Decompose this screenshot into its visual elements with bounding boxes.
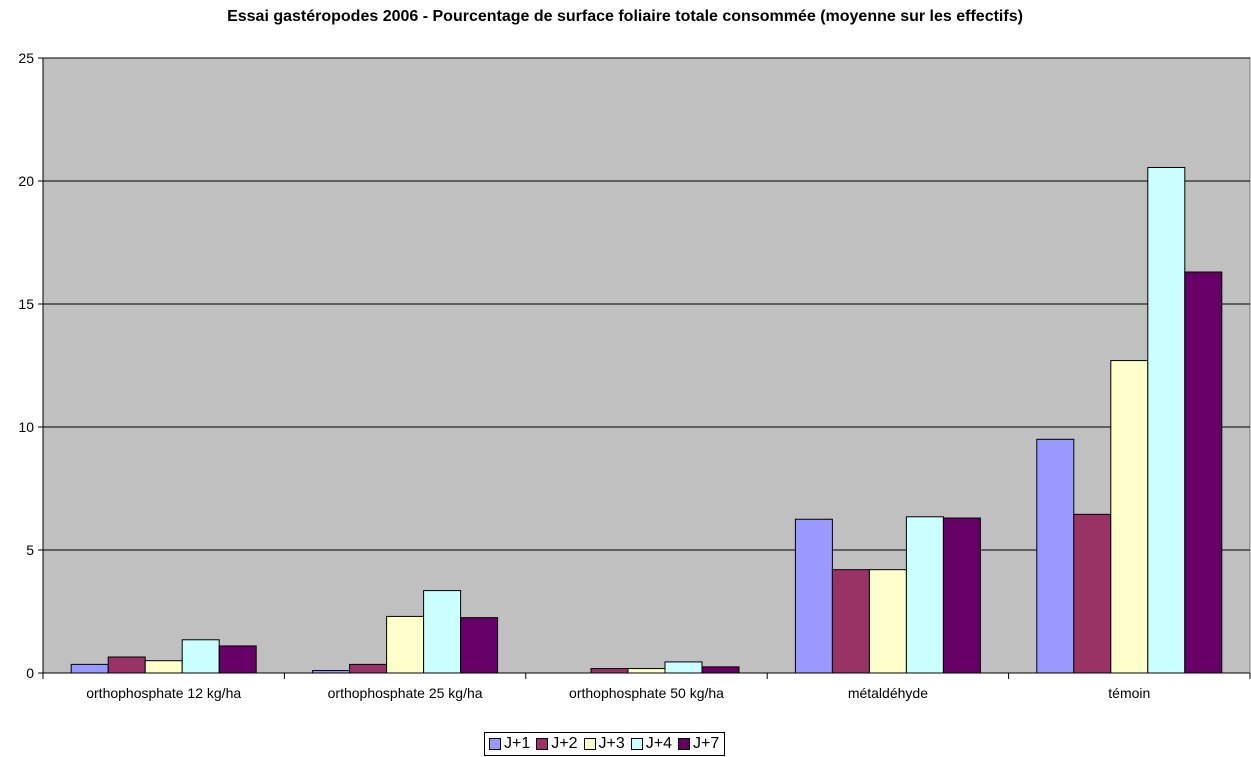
legend-label: J+2 [551, 735, 578, 752]
legend-label: J+7 [693, 735, 720, 752]
legend-label: J+3 [598, 735, 625, 752]
gridlines [43, 57, 1250, 551]
x-tick-label: métaldéhyde [848, 685, 928, 701]
bar-jplus3 [1110, 360, 1149, 674]
bar-jplus1 [1036, 438, 1075, 674]
y-tick-label: 25 [18, 50, 34, 66]
legend-item: J+7 [678, 734, 719, 754]
x-tick-label: orthophosphate 50 kg/ha [569, 685, 724, 701]
bar-jplus4 [423, 590, 462, 674]
y-tick-label: 15 [18, 296, 34, 312]
bar-jplus7 [1184, 271, 1223, 674]
bar-jplus4 [181, 639, 220, 674]
legend-item: J+1 [489, 734, 530, 754]
x-tick-label: orthophosphate 12 kg/ha [86, 685, 241, 701]
chart-title: Essai gastéropodes 2006 - Pourcentage de… [227, 8, 1023, 25]
legend-item: J+3 [583, 734, 625, 754]
bar-jplus3 [386, 615, 425, 674]
bar-jplus4 [905, 516, 944, 674]
bar-jplus2 [590, 668, 629, 674]
bar-jplus7 [701, 666, 740, 674]
legend-swatch [536, 738, 549, 750]
legend-swatch [630, 738, 643, 750]
bar-jplus2 [1073, 513, 1112, 674]
y-tick-labels: 0 5 10 15 20 25 [18, 50, 34, 681]
legend-label: J+1 [504, 735, 531, 752]
axes [38, 57, 1251, 679]
bar-jplus4 [1147, 166, 1186, 674]
bar-jplus2 [349, 663, 388, 674]
bar-jplus3 [144, 660, 183, 674]
bar-jplus3 [868, 569, 907, 674]
bar-jplus2 [831, 569, 870, 674]
legend-item: J+2 [536, 734, 578, 754]
bar-jplus7 [460, 617, 499, 674]
legend: J+1 J+2 J+3 J+4 J+7 [484, 732, 726, 756]
bar-jplus1 [70, 663, 109, 674]
legend-swatch [489, 738, 501, 750]
y-tick-label: 0 [26, 665, 34, 681]
bars [70, 166, 1223, 674]
bar-jplus2 [107, 656, 146, 674]
y-tick-label: 5 [26, 542, 34, 558]
legend-swatch [678, 738, 690, 750]
x-tick-label: témoin [1108, 685, 1150, 701]
x-tick-label: orthophosphate 25 kg/ha [328, 685, 483, 701]
bar-jplus3 [627, 668, 666, 674]
bar-jplus7 [218, 645, 257, 674]
bar-jplus7 [942, 517, 981, 674]
x-tick-labels: orthophosphate 12 kg/ha orthophosphate 25… [86, 685, 1150, 701]
bar-jplus1 [794, 518, 833, 674]
legend-label: J+4 [645, 735, 672, 752]
legend-item: J+4 [630, 734, 672, 754]
y-tick-label: 10 [18, 419, 34, 435]
y-tick-label: 20 [18, 173, 34, 189]
legend-swatch [583, 738, 596, 750]
bar-jplus4 [664, 661, 703, 674]
